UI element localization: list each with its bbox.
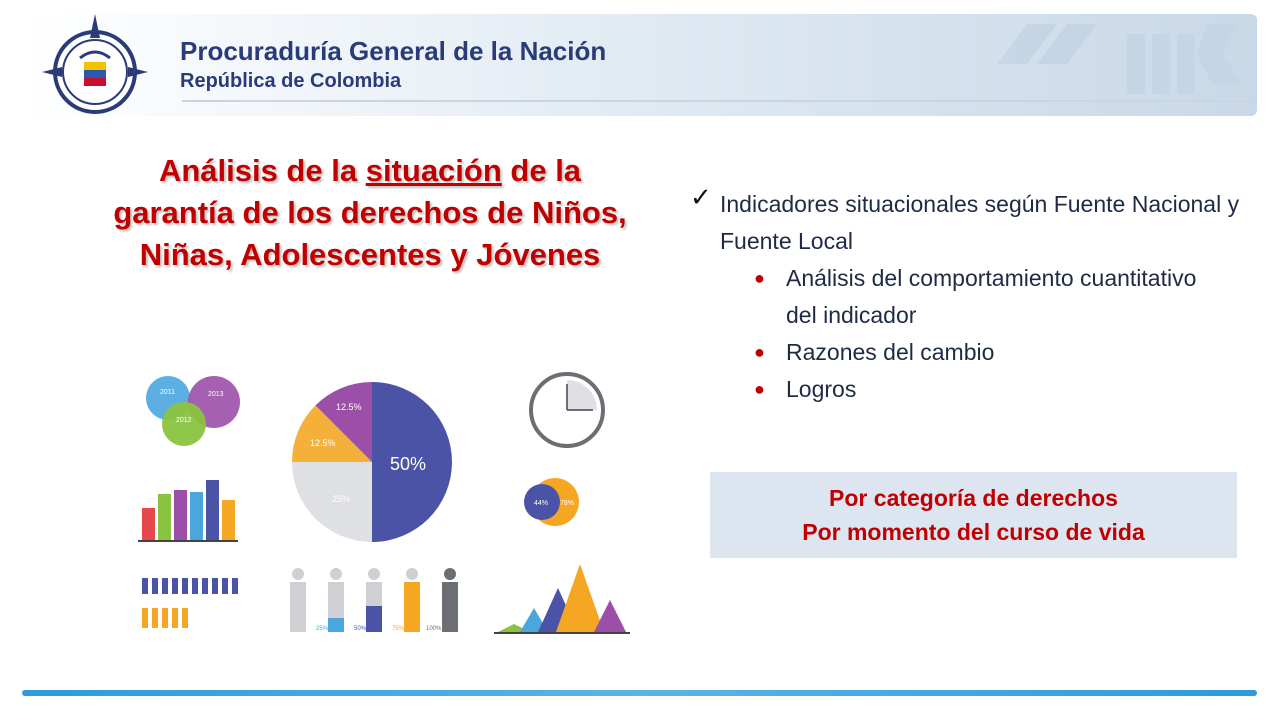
bullet-icon: ● [754,379,765,399]
checklist-main-text: Indicadores situacionales según Fuente N… [720,191,1240,254]
pie-label: 12.5% [336,402,362,412]
checkmark-icon: ✓ [690,182,712,212]
header-banner [22,14,1257,116]
svg-text:100%: 100% [426,626,442,632]
svg-text:25%: 25% [316,626,329,632]
people-fill-graphic: 25% 50% 75% 100% [290,568,458,632]
page-title: Análisis de la situación de la garantía … [40,150,700,276]
title-underlined-word: situación [365,153,502,188]
bullet-icon: ● [754,268,765,288]
pie-graphic: 50% 25% 12.5% 12.5% [291,381,452,542]
pie-label: 50% [390,454,426,474]
svg-text:44%: 44% [534,500,548,507]
svg-text:78%: 78% [560,500,574,507]
callout-box: Por categoría de derechos Por momento de… [710,472,1237,558]
people-grid [142,578,238,628]
footer-bar [22,690,1257,696]
bar-graphic [138,480,238,542]
venn-graphic: 44% 78% [524,478,579,526]
svg-text:50%: 50% [354,626,367,632]
title-line-3: Niñas, Adolescentes y Jóvenes [139,237,601,272]
clock-icon [529,372,605,448]
infographic-illustration: 2011 2013 2012 50% 25% 12.5% 12.5% [138,372,630,634]
org-title: Procuraduría General de la Nación [180,36,607,66]
callout-line-2: Por momento del curso de vida [802,519,1145,545]
bubble-label: 2013 [208,391,224,398]
title-line-2: garantía de los derechos de Niños, [113,195,627,230]
pie-label: 25% [332,494,350,504]
org-subtitle: República de Colombia [180,70,402,92]
year-bubbles: 2011 2013 2012 [146,376,240,446]
procuraduria-seal-icon [42,14,148,114]
header-decoration [997,24,1242,94]
bubble-label: 2011 [160,389,175,396]
list-item: ● Razones del cambio [750,334,1230,371]
checklist-sub-items: ● Análisis del comportamiento cuantitativ… [750,260,1230,408]
title-line-1: Análisis de la situación de la [158,153,582,188]
triangle-graphic [494,564,630,634]
header-rule [182,100,1257,102]
pie-label: 12.5% [310,438,336,448]
list-item: ● Análisis del comportamiento cuantitativ… [750,260,1230,334]
bullet-icon: ● [754,342,765,362]
svg-text:75%: 75% [392,626,405,632]
list-item: ● Logros [750,371,1230,408]
callout-line-1: Por categoría de derechos [829,485,1118,511]
bubble-label: 2012 [176,417,192,424]
